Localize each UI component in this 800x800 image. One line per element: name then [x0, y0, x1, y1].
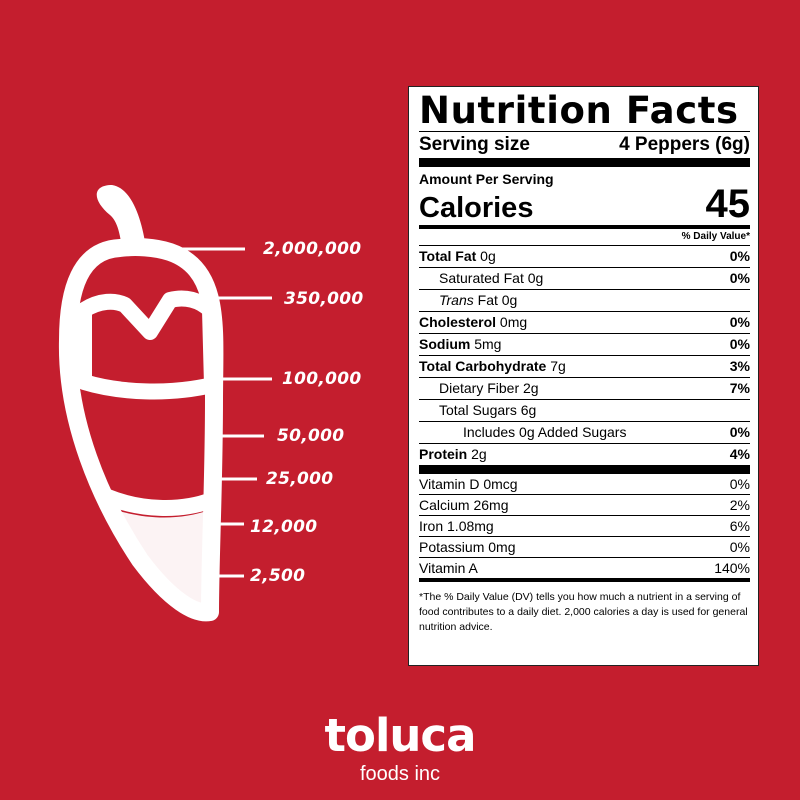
nutrient-row-sodium: Sodium 5mg 0% [419, 333, 750, 355]
nutrient-dv: 0% [729, 248, 750, 264]
heat-label-12000: 12,000 [250, 517, 318, 537]
daily-value-footnote: *The % Daily Value (DV) tells you how mu… [419, 591, 748, 633]
vitamin-row-d: Vitamin D 0mcg 0% [419, 476, 750, 492]
brand-tagline: foods inc [359, 763, 441, 785]
vitamin-list: Vitamin D 0mcg 0% Calcium 26mg 2% Iron 1.0… [419, 474, 750, 578]
pepper-band [104, 489, 215, 516]
pepper-outline [58, 238, 224, 622]
calories-label: Calories [419, 192, 534, 224]
vitamin-row-iron: Iron 1.08mg 6% [419, 515, 750, 536]
divider-thick [419, 465, 750, 474]
calories-value: 45 [705, 182, 751, 226]
pepper-tip [115, 510, 210, 612]
nutrient-dv: 3% [729, 358, 750, 374]
nutrient-dv: 0% [729, 270, 750, 286]
nutrient-row-total-carbohydrate: Total Carbohydrate 7g 3% [419, 355, 750, 377]
heat-label-350000: 350,000 [284, 289, 364, 309]
nutrient-list: Total Fat 0g 0% Saturated Fat 0g 0% Tran… [419, 245, 750, 465]
serving-size-label: Serving size [419, 134, 530, 155]
nutrient-row-protein: Protein 2g 4% [419, 443, 750, 465]
daily-value-header: % Daily Value* [681, 231, 750, 242]
nutrient-dv: 7% [729, 380, 750, 396]
nutrient-row-added-sugars: Includes 0g Added Sugars 0% [419, 421, 750, 443]
heat-lines [150, 247, 272, 578]
nutrient-dv: 0% [729, 424, 750, 440]
divider-thick [419, 158, 750, 167]
nutrient-row-total-fat: Total Fat 0g 0% [419, 245, 750, 267]
nutrient-row-total-sugars: Total Sugars 6g [419, 399, 750, 421]
nutrient-dv: 4% [729, 446, 750, 462]
pepper-stem [96, 185, 146, 251]
vitamin-row-potassium: Potassium 0mg 0% [419, 536, 750, 557]
calories-row: Calories 45 [419, 182, 751, 226]
heat-label-2000000: 2,000,000 [263, 239, 362, 259]
nutrient-dv: 0% [729, 336, 750, 352]
heat-label-25000: 25,000 [266, 469, 334, 489]
brand-logo: toluca [324, 709, 477, 762]
nutrient-row-dietary-fiber: Dietary Fiber 2g 7% [419, 377, 750, 399]
serving-size-row: Serving size 4 Peppers (6g) [419, 131, 750, 158]
heat-label-50000: 50,000 [277, 426, 345, 446]
vitamin-row-calcium: Calcium 26mg 2% [419, 494, 750, 515]
divider-medium [419, 225, 750, 229]
nutrient-row-trans-fat: Trans Fat 0g [419, 289, 750, 311]
nutrient-row-saturated-fat: Saturated Fat 0g 0% [419, 267, 750, 289]
amount-per-serving: Amount Per Serving [419, 171, 554, 187]
heat-label-2500: 2,500 [250, 566, 306, 586]
nutrition-facts-panel: Nutrition Facts Serving size 4 Peppers (… [408, 86, 759, 666]
nutrient-row-cholesterol: Cholesterol 0mg 0% [419, 311, 750, 333]
nutrient-dv: 0% [729, 314, 750, 330]
pepper-cap [76, 290, 220, 400]
divider-medium [419, 578, 750, 582]
serving-size-value: 4 Peppers (6g) [619, 134, 750, 155]
heat-label-100000: 100,000 [282, 369, 362, 389]
nutrition-facts-title: Nutrition Facts [419, 89, 739, 132]
vitamin-row-a: Vitamin A 140% [419, 557, 750, 578]
